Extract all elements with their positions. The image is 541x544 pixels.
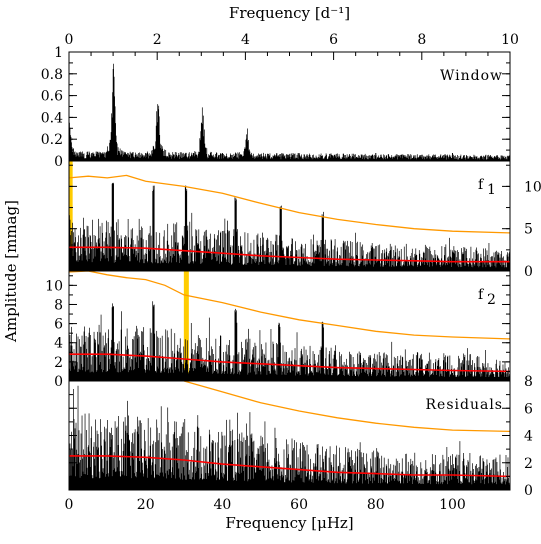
panel-f2-highlight-band (183, 271, 189, 381)
top-axis-title: Frequency [d⁻¹] (229, 4, 350, 22)
panel-f2-ytick-label: 6 (54, 317, 63, 333)
bottom-axis-tick-label: 80 (367, 497, 385, 513)
panel-window-ytick-label: 0.4 (41, 110, 63, 126)
panel-f2-label: f (478, 287, 485, 303)
panel-residuals-ytick-label: 0 (524, 483, 533, 499)
top-axis-tick-label: 8 (417, 32, 426, 48)
bottom-axis-tick-label: 100 (439, 497, 466, 513)
panel-f2-plot (69, 271, 510, 381)
panel-window-label: Window (440, 68, 503, 84)
top-axis-tick-label: 6 (329, 32, 338, 48)
panel-f1-threshold-line (69, 174, 510, 234)
panel-f2-ytick-label: 4 (54, 336, 63, 352)
panel-residuals-label: Residuals (426, 397, 503, 413)
ticks-layer (68, 51, 511, 491)
top-axis-tick-label: 10 (501, 32, 519, 48)
panel-f1-spectrum (69, 182, 510, 271)
y-axis-title: Amplitude [mmag] (2, 200, 20, 343)
bottom-axis-tick-label: 60 (290, 497, 308, 513)
panel-f1-ytick-label: 5 (524, 222, 533, 238)
bottom-axis-tick-label: 0 (65, 497, 74, 513)
panel-f1-ytick-label: 10 (524, 179, 541, 195)
panel-f2-spectrum (69, 301, 510, 381)
panel-f1-ytick-label: 0 (524, 264, 533, 280)
panel-f2-ytick-label: 0 (54, 374, 63, 390)
bottom-axis-tick-label: 20 (137, 497, 155, 513)
panel-f2-ytick-label: 10 (45, 278, 63, 294)
top-axis-tick-label: 2 (153, 32, 162, 48)
panel-residuals-ytick-label: 6 (524, 401, 533, 417)
panel-window-ytick-label: 0.6 (41, 89, 63, 105)
panel-f1-label: f (478, 177, 485, 193)
panel-residuals-ytick-label: 8 (524, 374, 533, 390)
panel-f2-ytick-label: 8 (54, 297, 63, 313)
panel-residuals-threshold-line (183, 381, 510, 433)
panel-f1-label-sub: 1 (487, 182, 497, 198)
panel-window-plot (69, 63, 510, 161)
panel-f1-highlight-band (69, 161, 73, 271)
panel-window-ytick-label: 1 (54, 45, 63, 61)
panel-residuals-ytick-label: 4 (524, 429, 533, 445)
panel-window-ytick-label: 0 (54, 154, 63, 170)
panel-window-spectrum (69, 63, 510, 161)
top-axis-tick-label: 4 (241, 32, 250, 48)
panel-residuals-noise-line (69, 455, 510, 478)
panel-residuals-ytick-label: 2 (524, 456, 533, 472)
panel-f2-label-sub: 2 (487, 292, 497, 308)
top-axis-tick-label: 0 (65, 32, 74, 48)
panel-window-ytick-label: 0.8 (41, 67, 63, 83)
panel-f2-noise-line (69, 353, 510, 373)
frames-layer (68, 51, 511, 491)
panel-f2-ytick-label: 2 (54, 355, 63, 371)
panel-residuals-plot (69, 381, 510, 490)
spectra-layer (69, 63, 510, 490)
bottom-axis-tick-label: 40 (213, 497, 231, 513)
panel-f2-threshold-line (69, 271, 510, 340)
panel-f1-plot (69, 161, 510, 271)
panel-f1-noise-line (69, 246, 510, 263)
panel-window-ytick-label: 0.2 (41, 132, 63, 148)
bottom-axis-title: Frequency [μHz] (225, 514, 353, 532)
panel-residuals-spectrum (69, 385, 510, 490)
